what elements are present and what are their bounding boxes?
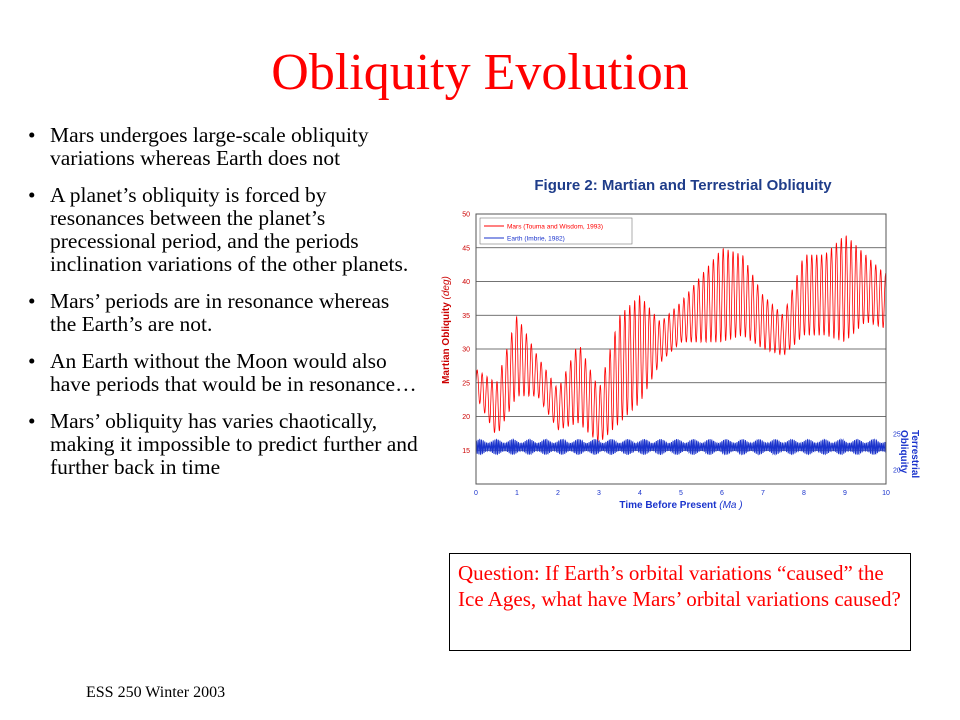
y-tick-label: 50 xyxy=(462,212,470,219)
x-tick-label: 10 xyxy=(882,490,890,497)
x-axis-unit: Ma xyxy=(723,500,737,511)
y2-tick-label: 25 xyxy=(893,432,901,439)
x-axis-label: Time Before Present (Ma ) xyxy=(619,500,742,511)
bullet-text: An Earth without the Moon would also hav… xyxy=(50,349,417,396)
y-axis-unit: deg xyxy=(441,279,452,296)
y-tick-label: 40 xyxy=(462,279,470,286)
y-tick-label: 20 xyxy=(462,414,470,421)
bullet-text: A planet’s obliquity is forced by resona… xyxy=(50,183,409,276)
y-axis-label-text: Martian Obliquity xyxy=(441,302,452,384)
bullet-item: • Mars’ obliquity has varies chaotically,… xyxy=(28,409,418,479)
bullet-item: • Mars’ periods are in resonance whereas … xyxy=(28,289,390,336)
y-tick-label: 45 xyxy=(462,245,470,252)
x-tick-label: 3 xyxy=(597,490,601,497)
question-box: Question: If Earth’s orbital variations … xyxy=(449,553,911,651)
x-axis-label-text: Time Before Present xyxy=(619,500,717,511)
y-axis-label: Martian Obliquity (deg) xyxy=(441,276,452,384)
chart-legend: Mars (Touma and Wisdom, 1993) Earth (Imb… xyxy=(479,217,633,245)
series-earth-line xyxy=(475,438,887,456)
series-mars-line xyxy=(475,235,887,443)
y2-axis-label: TerrestrialObliquity xyxy=(898,430,920,478)
y-tick-label: 15 xyxy=(462,448,470,455)
bullet-item: • A planet’s obliquity is forced by reson… xyxy=(28,183,409,276)
bullet-text: Mars’ obliquity has varies chaotically, … xyxy=(50,409,418,479)
y2-tick-label: 20 xyxy=(893,468,901,475)
bullet-list: • Mars undergoes large-scale obliquity va… xyxy=(28,124,418,493)
x-tick-label: 0 xyxy=(474,490,478,497)
slide-footer: ESS 250 Winter 2003 xyxy=(86,684,226,701)
chart-title: Figure 2: Martian and Terrestrial Obliqu… xyxy=(534,177,832,194)
y-tick-label: 35 xyxy=(462,313,470,320)
x-tick-label: 7 xyxy=(761,490,765,497)
bullet-text: Mars undergoes large-scale obliquity var… xyxy=(50,123,369,170)
x-tick-label: 1 xyxy=(515,490,519,497)
x-tick-label: 9 xyxy=(843,490,847,497)
x-tick-label: 5 xyxy=(679,490,683,497)
bullet-item: • Mars undergoes large-scale obliquity va… xyxy=(28,123,369,170)
y-tick-label: 25 xyxy=(462,380,470,387)
legend-earth-label: Earth (Imbrie, 1982) xyxy=(507,236,565,243)
x-tick-label: 8 xyxy=(802,490,806,497)
legend-mars-label: Mars (Touma and Wisdom, 1993) xyxy=(507,224,603,231)
bullet-item: • An Earth without the Moon would also ha… xyxy=(28,349,417,396)
x-tick-label: 6 xyxy=(720,490,724,497)
slide-title: Obliquity Evolution xyxy=(271,44,689,101)
bullet-text: Mars’ periods are in resonance whereas t… xyxy=(50,289,390,336)
x-tick-label: 4 xyxy=(638,490,642,497)
y-tick-label: 30 xyxy=(462,347,470,354)
x-tick-label: 2 xyxy=(556,490,560,497)
